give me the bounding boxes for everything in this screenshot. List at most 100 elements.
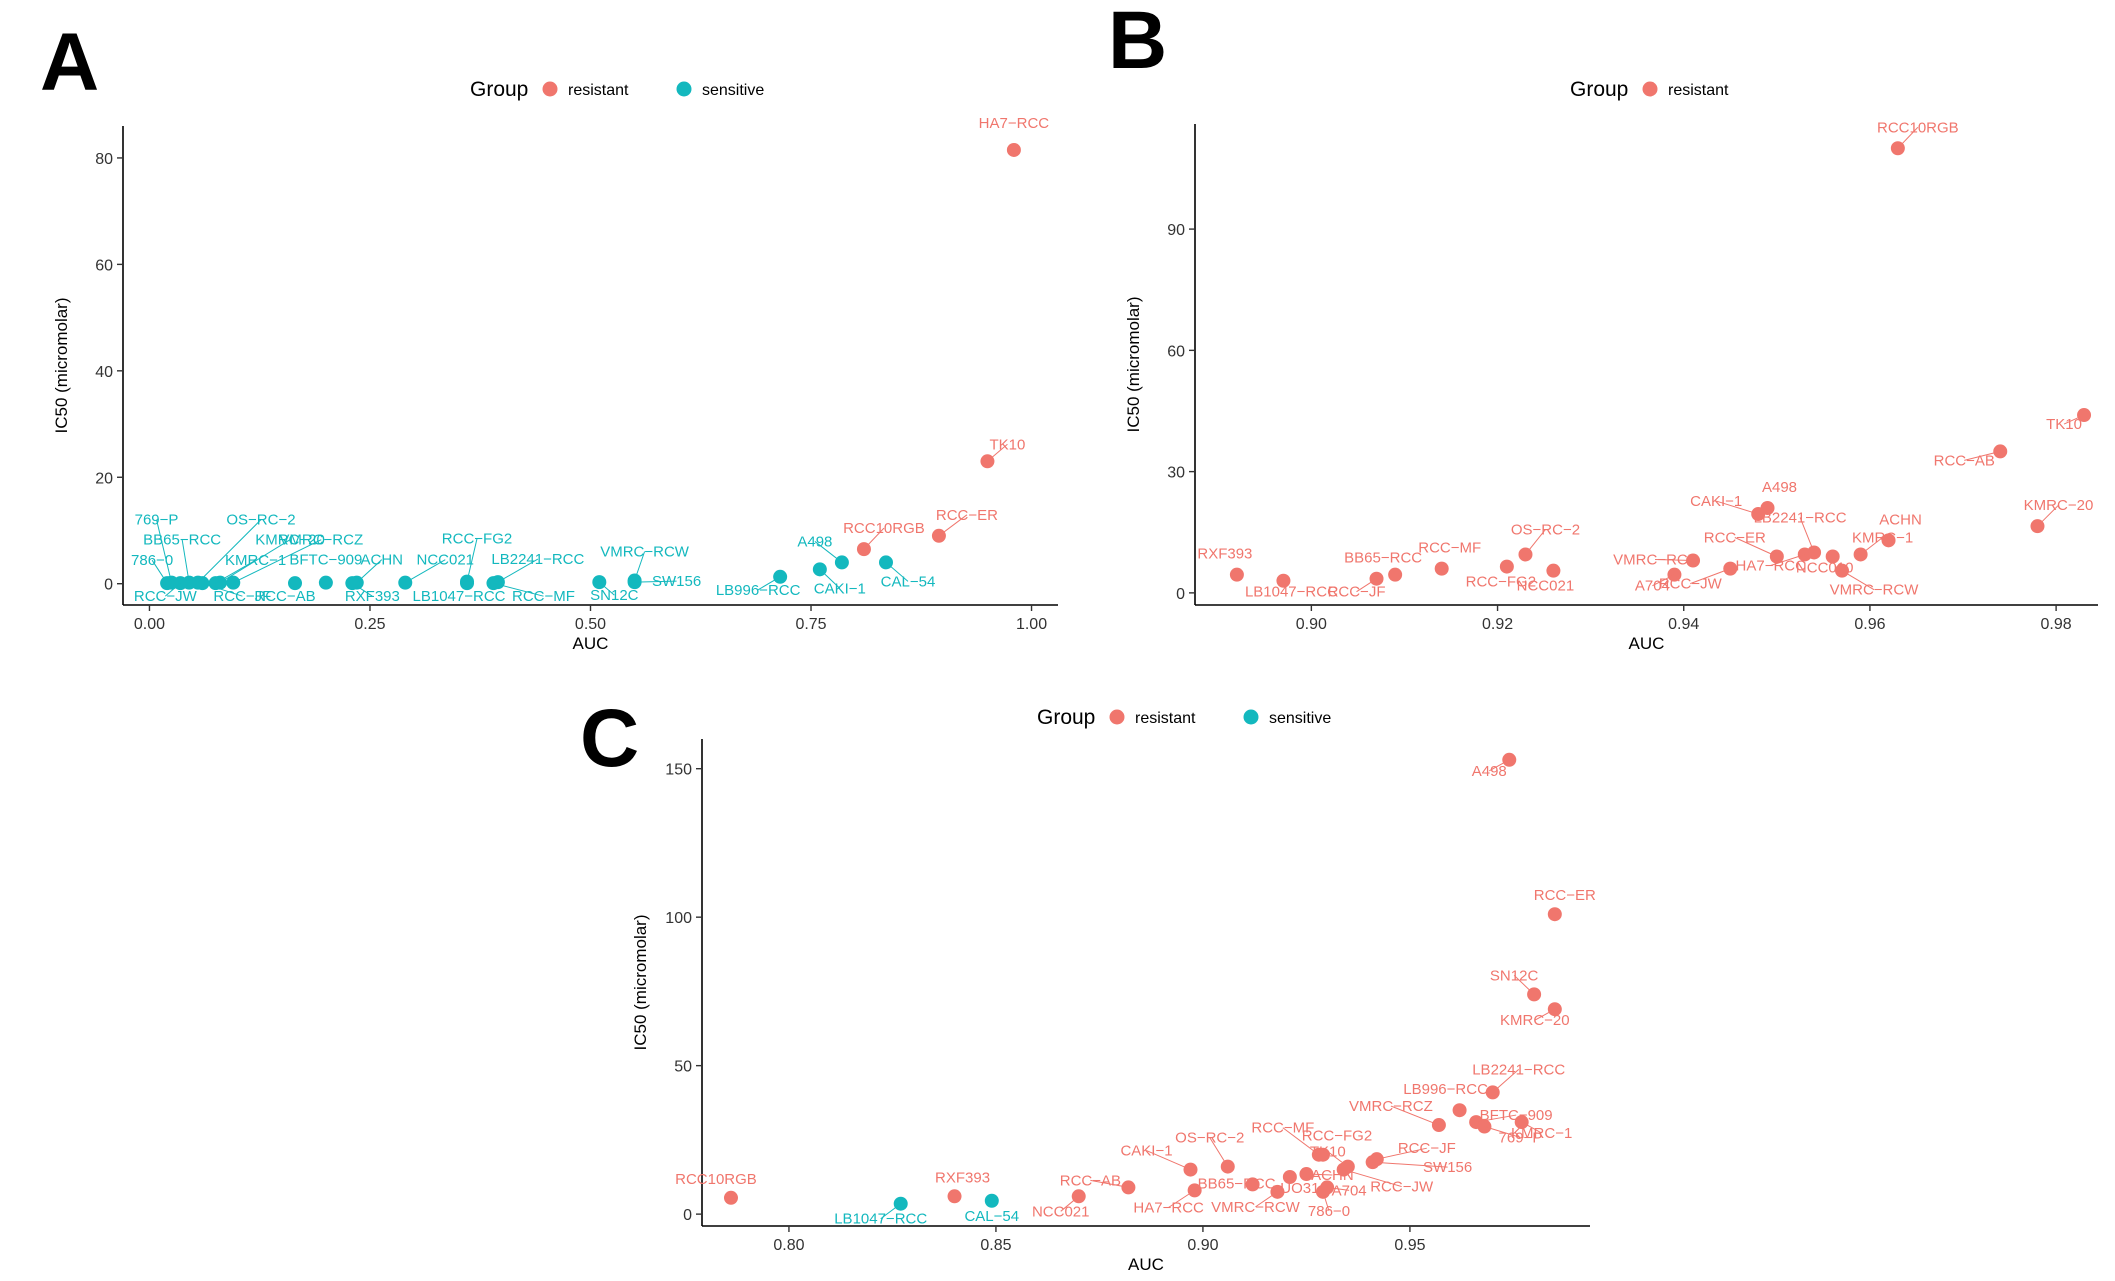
data-point: [1270, 1184, 1285, 1199]
data-point: [1315, 1184, 1330, 1199]
label-leader: [1376, 1147, 1427, 1160]
y-axis-label: IC50 (micromolar): [52, 297, 71, 433]
scatter-chart-b: Group resistant 0.90 0.92 0.94 0.96 0.98 0 30 60 9…: [1124, 78, 2098, 653]
point-label: NCC021: [416, 552, 474, 569]
y-tick-label: 40: [95, 364, 113, 381]
point-label: NCC010: [1796, 559, 1854, 576]
point-label: KMRC−1: [225, 552, 286, 569]
x-tick-label: 0.95: [1394, 1237, 1425, 1254]
y-tick-label: 0: [683, 1207, 692, 1224]
point-label: VMRC−RCZ: [279, 532, 363, 549]
data-point: [1282, 1170, 1297, 1185]
y-tick-label: 90: [1167, 222, 1185, 239]
data-point: [1276, 573, 1291, 588]
x-tick-label: 0.00: [134, 616, 165, 633]
legend-label-resistant: resistant: [1668, 82, 1729, 99]
label-leader: [1322, 1191, 1330, 1212]
point-label: A498: [797, 533, 832, 550]
label-leader: [880, 1203, 902, 1220]
label-leader: [1897, 126, 1919, 149]
point-label: SN12C: [1490, 967, 1539, 984]
y-tick-label: 20: [95, 470, 113, 487]
legend-title: Group: [470, 78, 528, 101]
point-label: KMRC−20: [1500, 1012, 1570, 1029]
point-label: RCC−FG2: [1302, 1128, 1372, 1145]
x-tick-label: 0.25: [354, 616, 385, 633]
point-label: A498: [1472, 763, 1507, 780]
data-point: [1546, 563, 1561, 578]
label-leader: [1521, 1121, 1542, 1134]
point-label: CAKI−1: [1120, 1143, 1172, 1160]
point-label: TK10: [1310, 1144, 1346, 1161]
data-point: [723, 1190, 738, 1205]
point-label: HA7−RCC: [1736, 557, 1807, 574]
point-labels-b: RCC10RGB TK10 RCC−AB KMRC−20 A498 CAKI−1 ACHN L…: [1197, 119, 2093, 600]
point-label: RCC−JW: [1370, 1179, 1434, 1196]
point-label: SW156: [1423, 1159, 1472, 1176]
point-label: NCC021: [1517, 578, 1575, 595]
point-label: CAL−54: [881, 573, 936, 590]
x-tick-label: 0.98: [2041, 616, 2072, 633]
point-label: KMRC−20: [255, 532, 325, 549]
label-leader: [1306, 1173, 1333, 1176]
point-label: LB2241−RCC: [491, 551, 584, 568]
point-label: RCC−JW: [1659, 576, 1723, 593]
point-label: BB65−RCC: [143, 532, 221, 549]
point-label: NCC021: [1032, 1203, 1090, 1220]
y-tick-label: 30: [1167, 465, 1185, 482]
point-label: HA7−RCC: [1133, 1199, 1204, 1216]
label-leader: [156, 519, 173, 583]
legend-a: Group resistant sensitive: [470, 78, 764, 101]
label-leader: [1525, 529, 1546, 555]
point-label: RXF393: [935, 1169, 990, 1186]
points-b: [1229, 141, 2092, 588]
label-leader: [1652, 574, 1675, 587]
label-leader: [1860, 537, 1883, 555]
panel-letter-a: A: [40, 17, 100, 108]
label-leader: [1327, 1186, 1350, 1191]
point-label: LB996−RCC: [1403, 1081, 1488, 1098]
x-tick-label: 0.90: [1187, 1237, 1218, 1254]
point-label: BB65−RCC: [1198, 1175, 1276, 1192]
label-leader: [1484, 1126, 1521, 1138]
legend-title: Group: [1570, 78, 1628, 101]
point-label: RCC10RGB: [1877, 119, 1959, 136]
label-leader: [1090, 1179, 1129, 1188]
data-point: [1315, 1147, 1330, 1162]
label-leader: [1734, 537, 1778, 557]
label-leader: [1489, 759, 1510, 772]
label-leader: [1770, 553, 1805, 566]
point-label: UO31: [1280, 1180, 1319, 1197]
x-tick-label: 1.00: [1016, 616, 1047, 633]
label-leader: [181, 539, 190, 583]
legend-label-resistant: resistant: [568, 82, 629, 99]
point-label: KMRC−20: [2024, 497, 2094, 514]
point-label: LB1047−RCC: [413, 588, 506, 605]
label-leader: [1209, 1137, 1229, 1167]
point-label: RCC10RGB: [675, 1171, 757, 1188]
point-label: CAKI−1: [1690, 493, 1742, 510]
label-leader: [352, 582, 373, 597]
data-point: [288, 576, 303, 591]
label-leader: [1534, 1008, 1556, 1021]
point-label: RCC−ER: [1704, 529, 1766, 546]
x-tick-label: 0.75: [795, 616, 826, 633]
point-label: VMRC−RCW: [1211, 1199, 1301, 1216]
point-label: RCC−FG2: [1466, 574, 1536, 591]
label-leader: [1060, 1195, 1080, 1212]
data-point: [1388, 567, 1403, 582]
point-label: A498: [1762, 479, 1797, 496]
legend-key-sensitive: [676, 81, 692, 97]
point-label: 786−0: [1308, 1203, 1350, 1220]
point-label: A704: [1332, 1182, 1367, 1199]
legend-key-resistant: [542, 81, 558, 97]
y-tick-label: 80: [95, 151, 113, 168]
data-point: [1547, 907, 1562, 922]
point-label: RXF393: [1197, 546, 1252, 563]
y-tick-label: 60: [95, 257, 113, 274]
point-label: HA7−RCC: [979, 115, 1050, 132]
label-leader: [1655, 559, 1694, 562]
y-tick-label: 150: [665, 762, 692, 779]
data-point: [1452, 1103, 1467, 1118]
data-point: [1797, 547, 1812, 562]
